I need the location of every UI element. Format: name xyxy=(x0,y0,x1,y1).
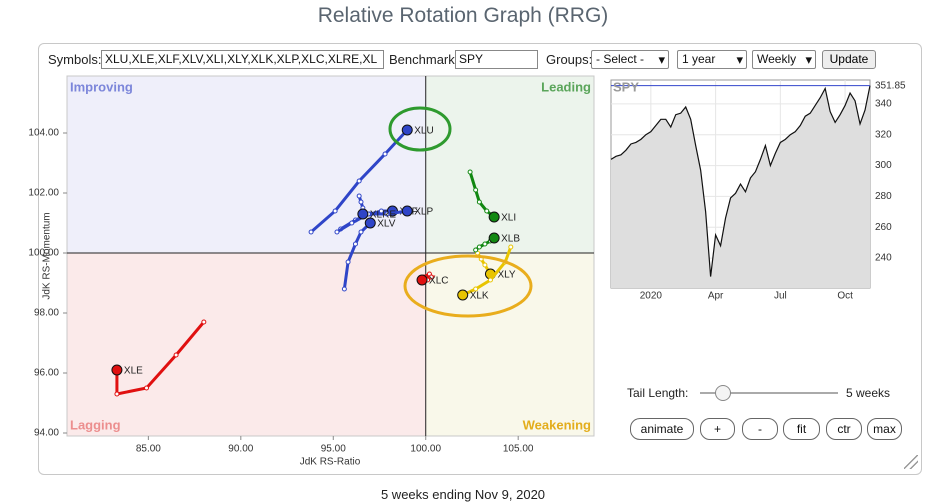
tail-length-value: 5 weeks xyxy=(846,386,891,400)
slider-thumb[interactable] xyxy=(715,385,731,401)
footer: 5 weeks ending Nov 9, 2020 xyxy=(380,487,546,502)
control-button[interactable]: animate xyxy=(630,418,694,440)
period-select[interactable]: 1 year xyxy=(677,50,747,69)
benchmark-label: Benchmark: xyxy=(389,52,459,67)
frequency-select[interactable]: Weekly xyxy=(752,50,816,69)
tail-length-label: Tail Length: xyxy=(627,386,689,400)
panel xyxy=(38,43,922,475)
control-button[interactable]: ctr xyxy=(826,418,862,440)
control-button[interactable]: fit xyxy=(783,418,820,440)
page-title: Relative Rotation Graph (RRG) xyxy=(317,4,609,27)
control-button[interactable]: - xyxy=(742,418,778,440)
symbols-label: Symbols: xyxy=(48,52,102,67)
benchmark-input[interactable]: SPY xyxy=(455,50,538,69)
symbols-input[interactable]: XLU,XLE,XLF,XLV,XLI,XLY,XLK,XLP,XLC,XLRE… xyxy=(101,50,384,69)
groups-select[interactable]: - Select - xyxy=(591,50,669,69)
update-button[interactable]: Update xyxy=(822,50,876,69)
control-button[interactable]: + xyxy=(700,418,735,440)
groups-label: Groups: xyxy=(546,52,593,67)
resize-handle[interactable] xyxy=(904,455,918,469)
slider-track xyxy=(700,392,838,394)
control-button[interactable]: max xyxy=(867,418,902,440)
